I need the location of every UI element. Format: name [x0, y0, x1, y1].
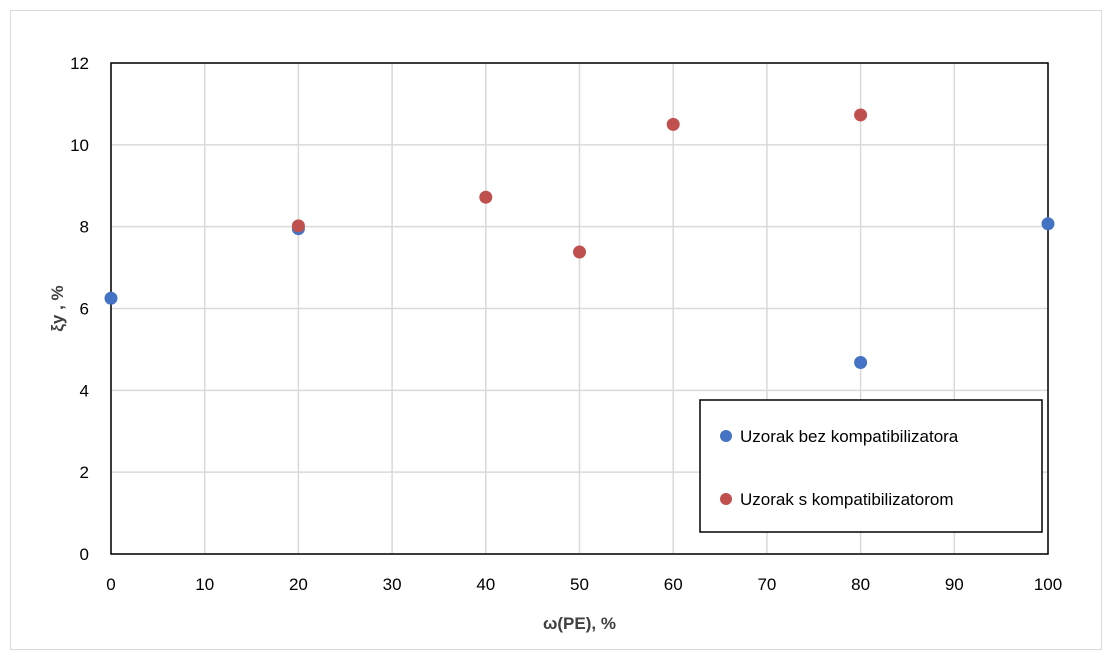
x-tick-label: 70	[757, 575, 776, 594]
x-axis-ticks: 0 10 20 30 40 50 60 70 80 90 100	[106, 575, 1062, 594]
data-points	[104, 108, 1055, 370]
y-tick-label: 0	[80, 545, 89, 564]
legend-label-series-2: Uzorak s kompatibilizatorom	[740, 490, 954, 509]
data-point-series-2	[573, 245, 586, 259]
legend-marker-series-1	[720, 430, 732, 442]
data-point-series-2	[479, 190, 493, 204]
x-tick-label: 80	[851, 575, 870, 594]
legend-box	[699, 399, 1043, 533]
x-tick-label: 60	[664, 575, 683, 594]
y-tick-label: 12	[70, 54, 89, 73]
x-tick-label: 0	[106, 575, 115, 594]
chart-frame: 0 10 20 30 40 50 60 70 80 90 100 0 2 4 6 8 10 12 ω(PE), …	[10, 10, 1102, 650]
legend: Uzorak bez kompatibilizatora Uzorak s ko…	[699, 399, 1043, 533]
x-tick-label: 10	[195, 575, 214, 594]
data-point-series-2	[666, 117, 680, 131]
data-point-series-1	[854, 356, 868, 370]
x-tick-label: 30	[383, 575, 402, 594]
data-point-series-1	[104, 291, 118, 305]
y-tick-label: 8	[80, 218, 89, 237]
x-tick-label: 20	[289, 575, 308, 594]
y-axis-title: ξy , %	[48, 285, 67, 331]
y-tick-label: 6	[80, 300, 89, 319]
y-axis-ticks: 0 2 4 6 8 10 12	[70, 54, 89, 564]
data-point-series-2	[854, 108, 868, 122]
scatter-chart: 0 10 20 30 40 50 60 70 80 90 100 0 2 4 6 8 10 12 ω(PE), …	[48, 54, 1062, 633]
legend-label-series-1: Uzorak bez kompatibilizatora	[740, 427, 959, 446]
x-axis-title: ω(PE), %	[543, 614, 616, 633]
legend-marker-series-2	[720, 493, 732, 505]
x-tick-label: 50	[570, 575, 589, 594]
plot-area-border	[110, 62, 1049, 555]
y-tick-label: 10	[70, 136, 89, 155]
data-point-series-2	[291, 219, 305, 233]
y-tick-label: 2	[80, 463, 89, 482]
data-point-series-1	[1041, 217, 1055, 231]
x-tick-label: 100	[1034, 575, 1062, 594]
x-tick-label: 90	[945, 575, 964, 594]
y-tick-label: 4	[80, 381, 89, 400]
x-tick-label: 40	[476, 575, 495, 594]
